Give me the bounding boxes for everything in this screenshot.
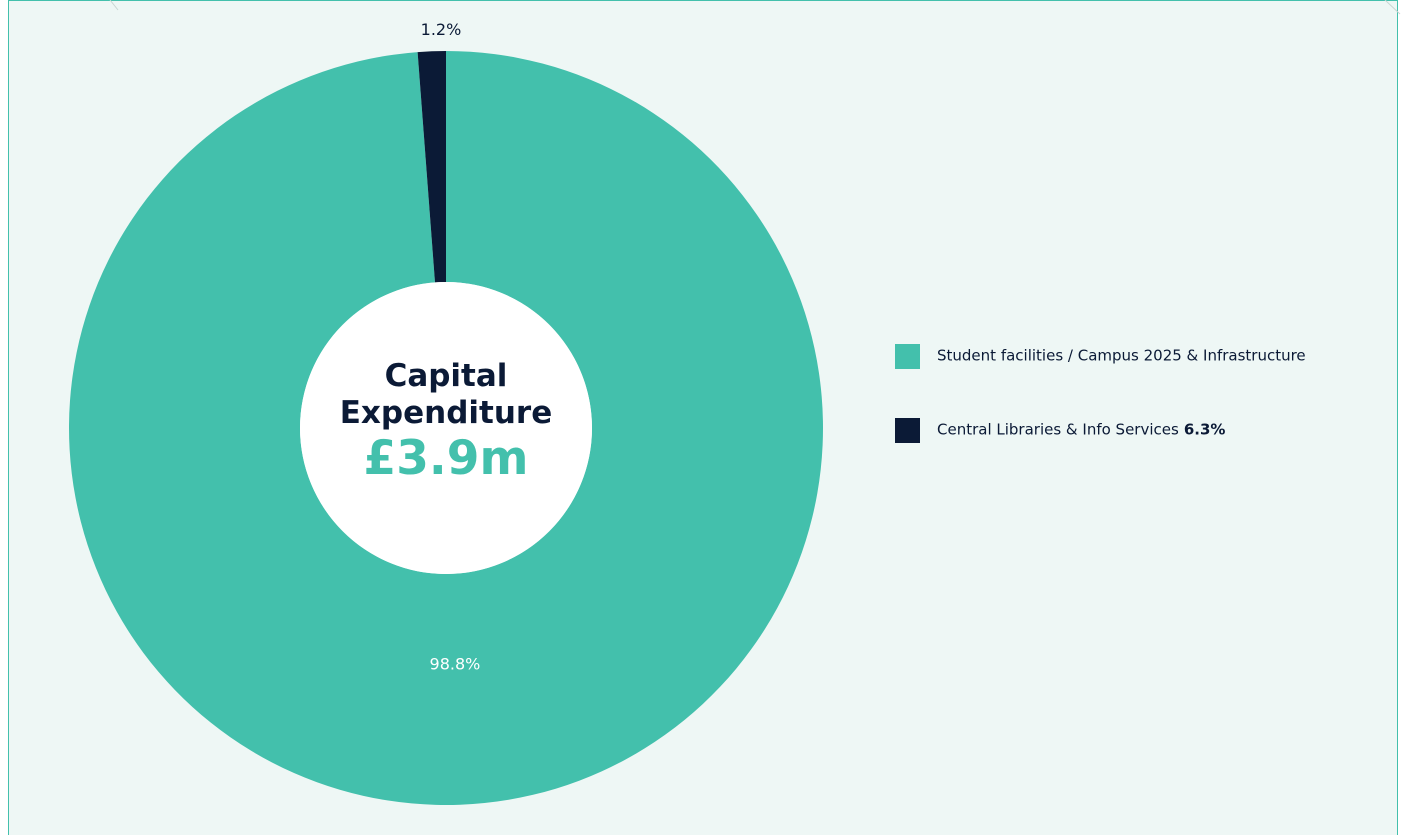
legend-swatch	[895, 344, 920, 369]
legend-swatch	[895, 418, 920, 443]
data-label: 98.8%	[430, 654, 481, 673]
chart-title: Capital Expenditure	[339, 358, 553, 431]
center-value: £3.9m	[363, 431, 529, 486]
legend-label: Central Libraries & Info Services	[937, 421, 1179, 439]
data-label: 1.2%	[421, 20, 462, 39]
legend-label: Student facilities / Campus 2025 & Infra…	[937, 347, 1306, 365]
donut-hole	[300, 282, 592, 574]
legend-annotation: 6.3%	[1184, 421, 1226, 439]
center-label: Capital Expenditure £3.9m	[316, 358, 576, 486]
decor-line	[109, 0, 119, 11]
slice	[69, 51, 824, 805]
slice	[417, 51, 446, 283]
decor-line	[1384, 0, 1401, 15]
